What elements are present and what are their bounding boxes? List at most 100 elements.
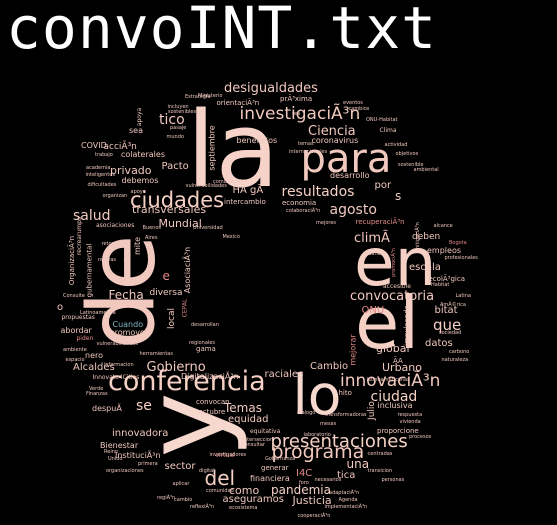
cloud-word: global <box>376 341 410 355</box>
cloud-word: I4C <box>296 468 313 479</box>
cloud-word: una <box>346 457 370 471</box>
cloud-word: gubernamental <box>85 243 94 297</box>
cloud-word: incluyen <box>167 103 189 110</box>
cloud-word: gama <box>196 344 216 353</box>
cloud-word: propuestas <box>61 314 95 321</box>
cloud-word: para <box>300 136 392 182</box>
cloud-word: e <box>162 269 170 283</box>
cloud-word: impulsando <box>402 304 411 346</box>
cloud-word: prÃ³xima <box>280 94 313 103</box>
cloud-word: accesible <box>383 283 411 290</box>
cloud-word: intercambio <box>224 197 266 206</box>
cloud-word: virtual <box>215 452 235 459</box>
cloud-word: sector <box>164 461 196 472</box>
cloud-word: sostenible <box>398 161 424 168</box>
cloud-word: cooperaciÃ³n <box>297 512 331 519</box>
cloud-word: sea <box>129 126 143 135</box>
cloud-word: Consulte <box>63 292 85 299</box>
cloud-word: comunidades <box>213 178 247 185</box>
cloud-word: regiÃ³n <box>157 494 176 501</box>
cloud-word: Gobernanza <box>265 455 296 462</box>
cloud-word: ecolÃ³gica <box>428 274 466 283</box>
cloud-word: COVID <box>81 141 107 150</box>
cloud-word: como <box>229 483 260 497</box>
cloud-word: OrganizaciÃ³n <box>67 235 76 285</box>
cloud-word: comunidad <box>206 487 234 494</box>
cloud-word: convocatoria <box>350 288 435 304</box>
cloud-word: equitativa <box>250 428 281 435</box>
cloud-word: nero <box>85 351 103 360</box>
cloud-word: Aires <box>145 234 158 241</box>
cloud-word: academia <box>86 164 111 171</box>
cloud-word: pandemia <box>271 483 331 497</box>
cloud-word: adaptaciÃ³n <box>329 489 360 496</box>
cloud-word: necesarios <box>314 476 342 483</box>
cloud-word: debemos <box>121 176 159 185</box>
cloud-word: local <box>166 307 177 329</box>
cloud-word: CEPAL <box>180 298 188 318</box>
cloud-word: equidad <box>228 414 269 425</box>
cloud-word: del <box>204 466 236 490</box>
cloud-word: ÃA <box>393 356 403 365</box>
cloud-word: Fecha <box>108 288 144 302</box>
cloud-word: Agenda <box>338 496 358 503</box>
cloud-word: naturaleza <box>441 356 469 363</box>
cloud-word: resultados <box>281 184 355 200</box>
cloud-word: Ministerio <box>198 92 223 99</box>
cloud-word: desigualdades <box>224 80 318 96</box>
cloud-word: organizaciones <box>106 467 144 474</box>
cloud-word: tico <box>159 112 185 128</box>
cloud-word: herramientas <box>139 350 173 357</box>
cloud-word: el <box>355 281 420 365</box>
cloud-word: Urbano <box>382 360 422 374</box>
cloud-word: la <box>186 89 280 211</box>
cloud-word: recuperaciÃ³n <box>355 217 405 226</box>
cloud-word: AmÃ©rica <box>440 301 466 308</box>
cloud-word: Temas <box>224 401 262 415</box>
file-title: convoINT.txt <box>6 0 438 62</box>
cloud-word: generar <box>261 463 289 472</box>
cloud-word: Mundial <box>158 216 202 230</box>
cloud-word: beneficios <box>236 136 278 145</box>
cloud-word: Habitat <box>431 281 450 288</box>
cloud-word: mejorar <box>348 334 358 366</box>
cloud-word: apoyo <box>130 188 146 195</box>
cloud-word: objetivos <box>395 150 419 157</box>
cloud-word: Consultar <box>241 441 265 448</box>
cloud-word: espacio <box>65 356 85 363</box>
cloud-word: datos <box>425 338 453 349</box>
cloud-word: regionales <box>189 339 215 346</box>
cloud-word: Interseccion <box>242 436 274 443</box>
cloud-word: informacion <box>104 361 134 368</box>
cloud-word: salud <box>73 208 111 224</box>
cloud-word: climÃ <box>354 230 390 246</box>
cloud-word: Clima <box>379 127 397 134</box>
cloud-word: agosto <box>329 202 377 218</box>
cloud-word: Bogota <box>449 239 467 246</box>
cloud-word: despuÃ <box>92 404 122 413</box>
cloud-word: por <box>374 180 392 191</box>
cloud-word: Pacto <box>161 161 189 172</box>
cloud-word: Justicia <box>292 493 332 507</box>
cloud-word: colaboraciÃ³n <box>286 207 321 214</box>
cloud-word: organizan <box>102 192 128 199</box>
cloud-word: innovadora <box>112 428 169 439</box>
cloud-word: Verde <box>89 385 104 392</box>
cloud-word: orientaciÃ³n <box>216 98 260 107</box>
cloud-word: nuevas <box>98 256 117 263</box>
cloud-word: temas <box>298 140 314 147</box>
cloud-word: vulnerabilidades <box>185 182 227 189</box>
cloud-word: investigadores <box>209 451 247 458</box>
cloud-word: dialogo <box>297 409 316 416</box>
cloud-word: inteligentes <box>85 171 115 178</box>
cloud-word: latinoamericanas <box>366 376 410 383</box>
cloud-word: hito <box>338 388 352 397</box>
cloud-word: investigaciÃ³n <box>239 103 361 124</box>
cloud-word: ambiental <box>413 166 439 173</box>
cloud-word: Estrategia <box>185 93 211 100</box>
cloud-word: DigitalizaciÃ³n <box>181 372 239 381</box>
cloud-word: lo <box>292 362 342 427</box>
cloud-word: cambio <box>174 496 193 503</box>
cloud-word: rea <box>292 110 301 117</box>
